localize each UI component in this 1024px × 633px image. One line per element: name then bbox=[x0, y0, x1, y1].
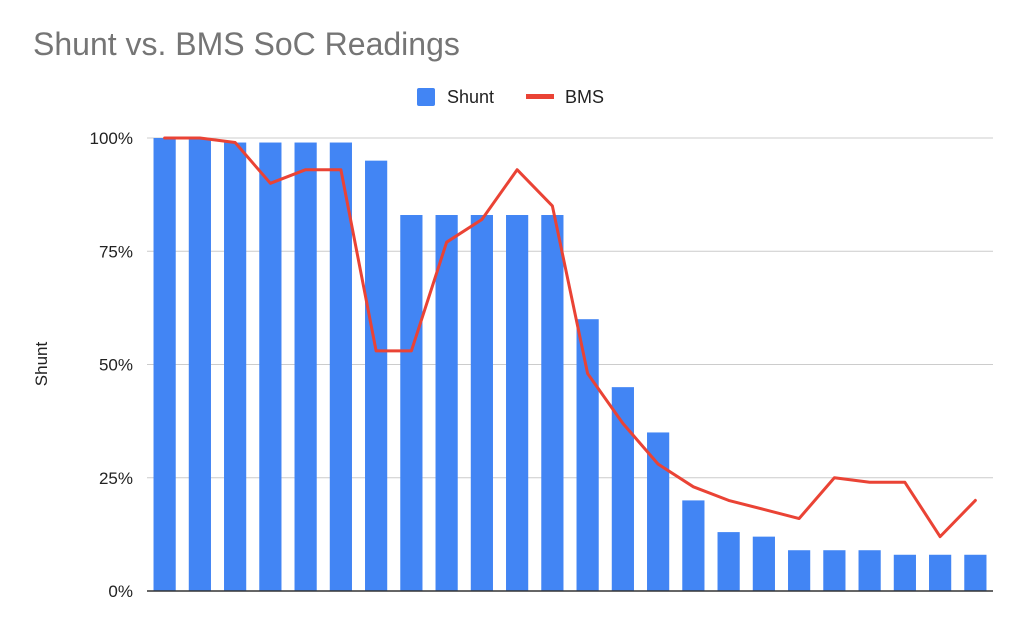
legend-swatch-shunt bbox=[417, 88, 435, 106]
bar-shunt bbox=[470, 215, 493, 591]
bar-shunt bbox=[964, 554, 987, 591]
bar-shunt bbox=[682, 500, 705, 591]
bms-line-group bbox=[163, 136, 977, 539]
bar-shunt bbox=[717, 532, 740, 591]
chart-title: Shunt vs. BMS SoC Readings bbox=[33, 26, 460, 62]
bar-shunt bbox=[752, 536, 775, 591]
legend: Shunt BMS bbox=[417, 87, 604, 107]
bar-shunt bbox=[506, 215, 529, 591]
y-tick-label: 50% bbox=[99, 356, 133, 375]
shunt-bars bbox=[153, 138, 987, 591]
y-tick-label: 25% bbox=[99, 469, 133, 488]
y-tick-label: 0% bbox=[108, 582, 133, 601]
bar-shunt bbox=[435, 215, 458, 591]
y-axis-ticks: 0% 25% 50% 75% 100% bbox=[90, 129, 133, 601]
bar-shunt bbox=[576, 319, 599, 591]
legend-swatch-bms bbox=[526, 94, 554, 99]
y-tick-label: 75% bbox=[99, 242, 133, 261]
bar-shunt bbox=[365, 160, 388, 591]
bar-shunt bbox=[153, 138, 176, 591]
bar-shunt bbox=[858, 550, 881, 591]
bar-shunt bbox=[224, 142, 247, 591]
bar-shunt bbox=[188, 138, 211, 591]
bar-shunt bbox=[400, 215, 423, 591]
y-axis-title: Shunt bbox=[32, 342, 51, 387]
bms-line bbox=[163, 136, 977, 539]
bar-shunt bbox=[647, 432, 670, 591]
bar-shunt bbox=[541, 215, 564, 591]
bar-shunt bbox=[929, 554, 952, 591]
bar-shunt bbox=[611, 387, 634, 591]
bar-shunt bbox=[329, 142, 352, 591]
gridlines bbox=[147, 137, 993, 479]
y-tick-label: 100% bbox=[90, 129, 133, 148]
bar-shunt bbox=[294, 142, 317, 591]
legend-label-bms: BMS bbox=[565, 87, 604, 107]
legend-label-shunt: Shunt bbox=[447, 87, 494, 107]
bar-shunt bbox=[823, 550, 846, 591]
bar-shunt bbox=[259, 142, 282, 591]
bar-shunt bbox=[893, 554, 916, 591]
bar-shunt bbox=[788, 550, 811, 591]
